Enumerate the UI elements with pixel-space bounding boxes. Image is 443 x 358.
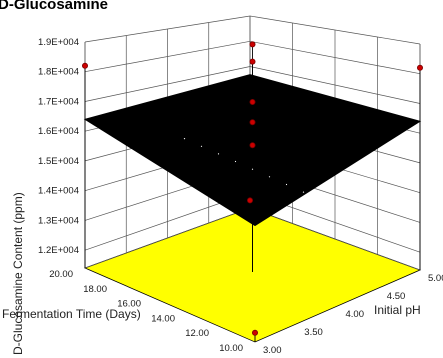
- surface-mesh-dot: [217, 153, 220, 155]
- design-points: [82, 41, 423, 336]
- z-tick-label: 1.7E+004: [38, 97, 79, 108]
- z-tick-label: 1.9E+004: [38, 37, 79, 48]
- chart-title: D-Glucosamine: [0, 0, 108, 13]
- z-gridline: [84, 15, 421, 45]
- z-tick-label: 1.5E+004: [38, 156, 79, 167]
- design-point: [416, 64, 423, 71]
- y-tick-label: 3.00: [263, 345, 282, 356]
- z-tick-label: 1.6E+004: [38, 126, 79, 137]
- x-axis-label: Fermentation Time (Days): [2, 307, 141, 321]
- z-tick-label: 1.4E+004: [38, 186, 79, 197]
- x-tick-label: 14.00: [151, 313, 175, 324]
- design-point: [82, 62, 89, 69]
- y-tick-label: 4.00: [346, 309, 365, 320]
- x-tick-label: 16.00: [117, 299, 141, 310]
- surface-mesh-dot: [285, 183, 288, 186]
- design-point: [249, 142, 256, 149]
- y-tick-label: 3.50: [304, 327, 323, 338]
- response-surface: [83, 74, 422, 227]
- z-tick-label: 1.8E+004: [38, 67, 79, 78]
- x-tick-label: 20.00: [49, 269, 73, 280]
- design-point: [249, 119, 256, 126]
- surface-mesh-dot: [200, 145, 203, 147]
- surface-mesh-dot: [268, 176, 271, 178]
- z-tick-label: 1.2E+004: [38, 245, 79, 256]
- tick-labels: 1.2E+004 1.3E+004 1.4E+004 1.5E+004 1.6E+004…: [38, 37, 443, 356]
- surface-plane: [83, 74, 422, 227]
- y-tick-label: 4.50: [387, 291, 406, 302]
- x-tick-label: 12.00: [185, 328, 209, 339]
- surface-mesh-dot: [251, 168, 254, 170]
- surface-mesh-dot: [234, 160, 237, 163]
- y-axis-label: Initial pH: [374, 303, 421, 317]
- x-tick-label: 18.00: [83, 284, 107, 295]
- design-point: [249, 99, 256, 106]
- surface-mesh-dot: [302, 191, 305, 193]
- z-tick-label: 1.3E+004: [38, 215, 79, 226]
- design-point: [249, 41, 256, 48]
- design-point: [249, 58, 256, 65]
- x-tick-label: 10.00: [219, 343, 243, 354]
- surface-mesh-dot: [183, 138, 186, 140]
- z-axis-label: D-Glucosamine Content (ppm): [11, 192, 25, 355]
- design-point: [251, 329, 258, 336]
- design-point: [246, 197, 253, 204]
- surface-mesh-dot: [319, 199, 322, 201]
- y-tick-label: 5.00: [428, 273, 443, 284]
